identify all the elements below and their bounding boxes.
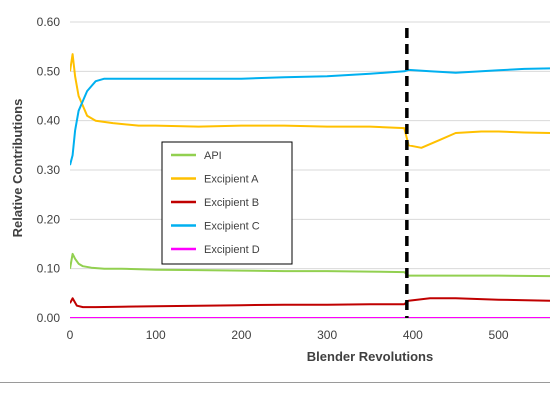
- legend-label: Excipient B: [204, 197, 259, 209]
- y-axis-ticks: 0.00 0.10 0.20 0.30 0.40 0.50 0.60: [37, 15, 61, 325]
- y-tick-label: 0.30: [37, 163, 61, 177]
- legend-item: Excipient C: [171, 221, 260, 233]
- legend-item: API: [171, 150, 222, 162]
- series-line-excipient-b: [70, 297, 550, 309]
- series-line-api: [70, 252, 550, 278]
- legend-item: Excipient B: [171, 197, 259, 209]
- y-tick-label: 0.60: [37, 15, 61, 29]
- x-tick-label: 100: [146, 328, 166, 342]
- x-tick-label: 300: [317, 328, 337, 342]
- x-tick-label: 0: [67, 328, 74, 342]
- legend-label: API: [204, 150, 222, 162]
- x-tick-label: 200: [231, 328, 251, 342]
- legend-label: Excipient C: [204, 221, 260, 233]
- y-tick-label: 0.20: [37, 212, 61, 226]
- y-tick-label: 0.10: [37, 262, 61, 276]
- series-line-excipient-c: [70, 67, 550, 166]
- series-line-excipient-a: [70, 53, 550, 149]
- legend-label: Excipient A: [204, 174, 259, 186]
- legend: API Excipient A Excipient B Excipient C Exci…: [161, 141, 293, 265]
- y-tick-label: 0.40: [37, 114, 61, 128]
- x-axis-title: Blender Revolutions: [307, 349, 433, 364]
- x-tick-label: 400: [403, 328, 423, 342]
- y-tick-label: 0.00: [37, 311, 61, 325]
- series-lines: [70, 53, 550, 318]
- x-axis-ticks: 0 100 200 300 400 500: [67, 328, 509, 342]
- legend-item: Excipient A: [171, 174, 259, 186]
- legend-item: Excipient D: [171, 244, 260, 256]
- gridlines: [70, 21, 550, 319]
- legend-label: Excipient D: [204, 244, 260, 256]
- x-tick-label: 500: [489, 328, 509, 342]
- y-axis-title: Relative Contributions: [10, 99, 25, 238]
- chart-frame: [0, 382, 550, 383]
- y-tick-label: 0.50: [37, 64, 61, 78]
